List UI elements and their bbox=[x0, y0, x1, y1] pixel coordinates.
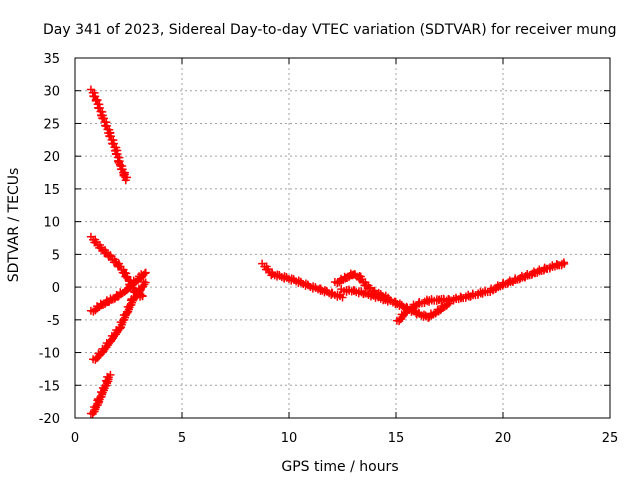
plot-frame bbox=[74, 57, 611, 419]
x-tick-label: 20 bbox=[495, 431, 512, 446]
data-point-marker bbox=[338, 293, 347, 302]
data-point-marker bbox=[559, 258, 568, 267]
data-point-marker bbox=[141, 269, 150, 278]
data-series-segment bbox=[258, 259, 347, 302]
y-tick-label: 30 bbox=[43, 85, 60, 100]
y-tick-label: -15 bbox=[39, 379, 60, 394]
y-tick-label: 20 bbox=[43, 150, 60, 165]
chart-title: Day 341 of 2023, Sidereal Day-to-day VTE… bbox=[43, 22, 617, 38]
x-axis-label: GPS time / hours bbox=[281, 459, 398, 475]
y-tick-label: -20 bbox=[39, 412, 60, 427]
data-series-segment bbox=[337, 285, 453, 322]
data-series-segment bbox=[89, 277, 150, 364]
grid bbox=[75, 58, 610, 418]
y-tick-label: 5 bbox=[52, 248, 60, 263]
y-tick-label: 15 bbox=[43, 183, 60, 198]
data-series-segment bbox=[392, 286, 497, 326]
data-point-marker bbox=[121, 176, 130, 185]
data-series-segment bbox=[487, 258, 569, 294]
data-series-segment bbox=[86, 85, 132, 185]
y-axis-label: SDTVAR / TECUs bbox=[6, 168, 22, 283]
x-tick-label: 5 bbox=[178, 431, 186, 446]
y-tick-label: -10 bbox=[39, 347, 60, 362]
data-series-segment bbox=[86, 370, 115, 419]
axis-ticks: 0 5 10 15 20 25 -20 -15 -10 -5 0 5 10 15 20 25 30 35 bbox=[39, 52, 619, 446]
x-tick-label: 0 bbox=[71, 431, 79, 446]
data-points bbox=[86, 85, 569, 419]
y-tick-label: 35 bbox=[43, 52, 60, 67]
x-tick-label: 15 bbox=[388, 431, 405, 446]
y-tick-label: -5 bbox=[47, 314, 60, 329]
data-point-marker bbox=[106, 370, 115, 379]
y-tick-label: 25 bbox=[43, 117, 60, 132]
y-tick-label: 10 bbox=[43, 216, 60, 231]
data-series-segment bbox=[86, 268, 150, 316]
x-tick-label: 25 bbox=[602, 431, 619, 446]
y-tick-label: 0 bbox=[52, 281, 60, 296]
data-point-marker bbox=[141, 278, 150, 287]
x-tick-label: 10 bbox=[281, 431, 298, 446]
